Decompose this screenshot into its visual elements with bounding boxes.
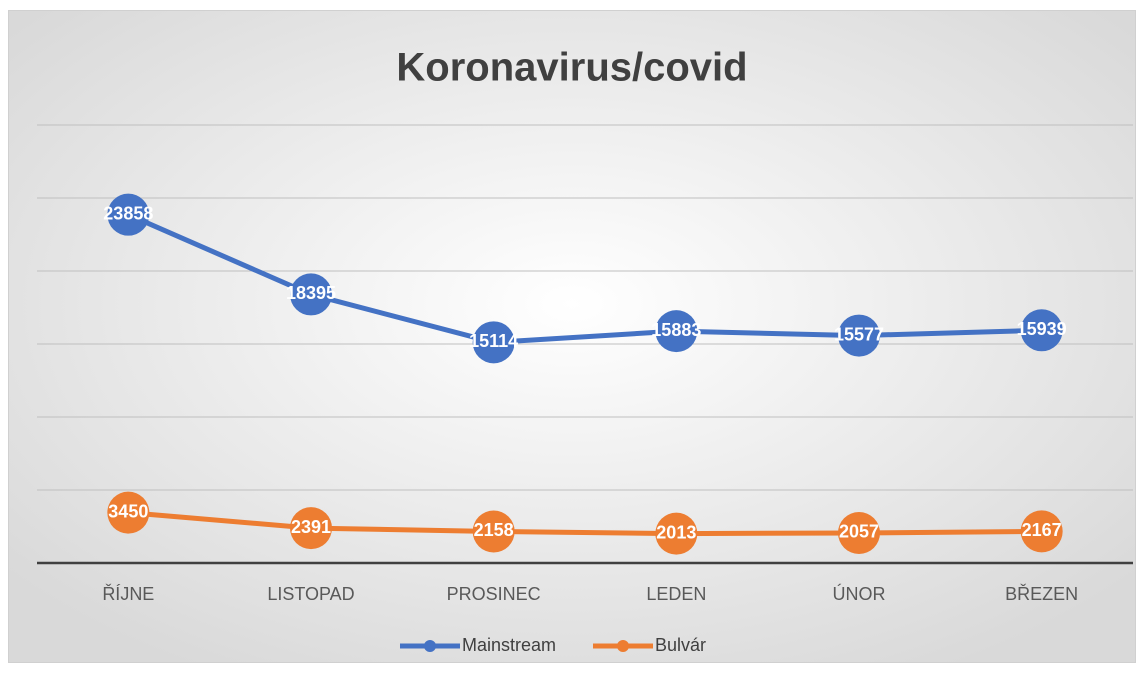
data-point <box>1020 510 1063 553</box>
data-point <box>290 507 332 550</box>
data-label: 15883 <box>651 320 701 340</box>
data-label: 2391 <box>291 517 331 537</box>
x-tick-label: BŘEZEN <box>1005 584 1078 604</box>
x-tick-label: LEDEN <box>646 584 706 604</box>
data-label: 2158 <box>474 520 514 540</box>
data-label: 2167 <box>1022 520 1062 540</box>
x-tick-label: ÚNOR <box>833 583 886 604</box>
data-point <box>655 310 698 353</box>
x-tick-label: ŘÍJNE <box>102 584 154 604</box>
series-line <box>127 212 1042 345</box>
legend-marker <box>617 640 629 652</box>
data-label: 2057 <box>839 522 879 542</box>
data-point <box>290 273 332 316</box>
data-label: 2013 <box>656 522 696 542</box>
data-label: 3450 <box>108 501 148 521</box>
data-point <box>655 512 698 555</box>
data-point <box>838 314 880 357</box>
data-label: 18395 <box>286 283 336 303</box>
data-point <box>472 321 515 364</box>
series-line <box>128 510 1042 537</box>
x-tick-label: PROSINEC <box>447 584 541 604</box>
data-point <box>472 510 515 553</box>
data-point <box>1020 309 1063 352</box>
data-label: 23858 <box>103 203 153 223</box>
data-label: 15939 <box>1017 319 1067 339</box>
legend-label: Mainstream <box>462 635 556 655</box>
data-point <box>107 491 150 534</box>
data-point <box>107 193 150 236</box>
x-tick-label: LISTOPAD <box>267 584 354 604</box>
data-point <box>838 511 880 554</box>
legend-marker <box>424 640 436 652</box>
legend-label: Bulvár <box>655 635 706 655</box>
chart-title: Koronavirus/covid <box>396 46 747 90</box>
data-label: 15577 <box>834 324 884 344</box>
data-label: 15114 <box>469 331 518 351</box>
